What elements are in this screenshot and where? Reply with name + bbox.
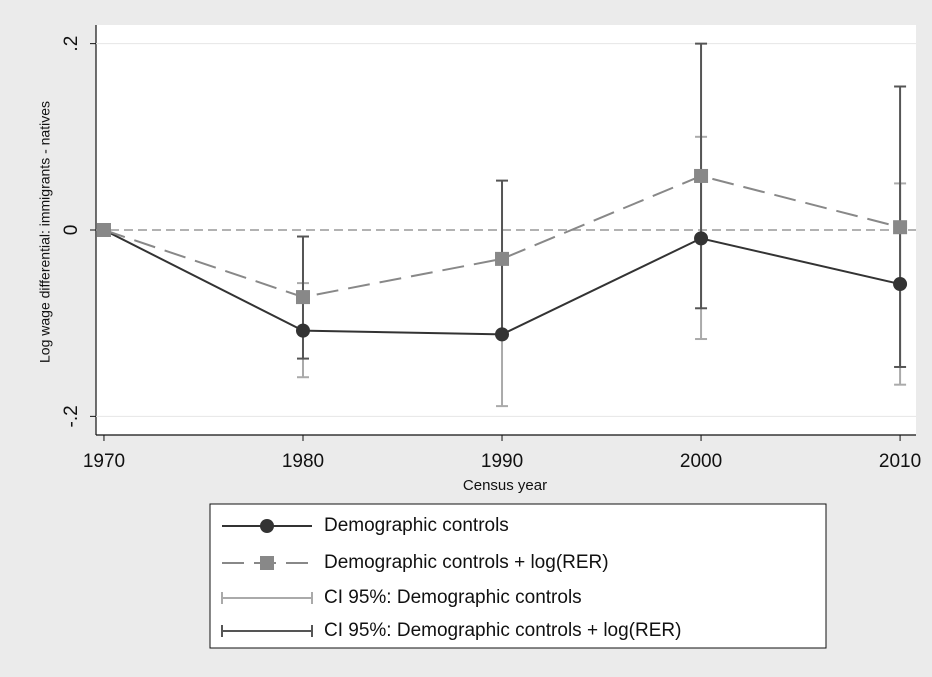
point bbox=[295, 290, 310, 305]
legend-label: Demographic controls + log(RER) bbox=[324, 552, 609, 573]
x-axis-label: Census year bbox=[463, 477, 547, 494]
point bbox=[694, 168, 709, 183]
y-axis-label: Log wage differential: immigrants - nati… bbox=[37, 101, 53, 363]
point bbox=[893, 220, 908, 235]
legend-marker bbox=[260, 556, 274, 570]
x-tick-label: 1980 bbox=[282, 451, 324, 472]
point bbox=[694, 231, 709, 246]
point bbox=[96, 223, 111, 237]
x-tick-label: 1990 bbox=[481, 451, 523, 472]
point bbox=[295, 323, 310, 338]
legend-label: Demographic controls bbox=[324, 515, 509, 536]
legend-box bbox=[209, 503, 827, 649]
point bbox=[893, 277, 908, 292]
y-tick-label: -.2 bbox=[61, 405, 82, 427]
legend-label: CI 95%: Demographic controls bbox=[324, 587, 582, 608]
series-line bbox=[103, 174, 901, 299]
legend-label: CI 95%: Demographic controls + log(RER) bbox=[324, 620, 681, 641]
x-tick-label: 1970 bbox=[83, 451, 125, 472]
y-tick-label: 0 bbox=[61, 225, 82, 236]
y-tick-label: .2 bbox=[61, 36, 82, 52]
point bbox=[495, 251, 510, 266]
legend-marker bbox=[260, 519, 274, 533]
point bbox=[495, 327, 510, 342]
x-tick-label: 2010 bbox=[879, 451, 921, 472]
x-tick-label: 2000 bbox=[680, 451, 722, 472]
